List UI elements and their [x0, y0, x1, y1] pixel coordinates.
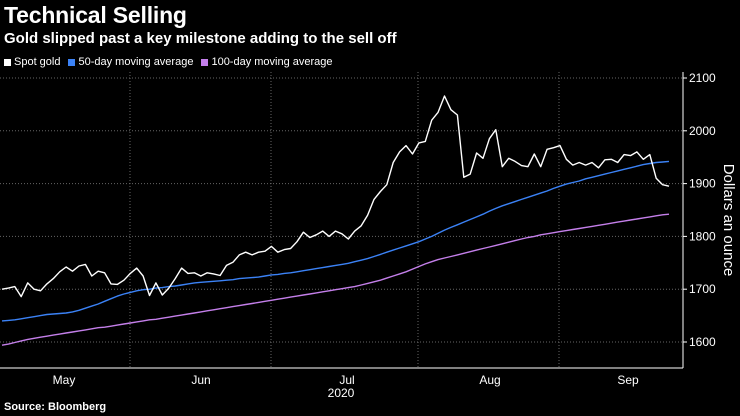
legend-item-100-day: 100-day moving average [201, 56, 333, 68]
legend-item-50-day: 50-day moving average [68, 56, 193, 68]
chart-subtitle: Gold slipped past a key milestone adding… [4, 30, 397, 47]
legend-item-spot-gold: Spot gold [4, 56, 60, 68]
chart-title: Technical Selling [4, 2, 187, 28]
legend-label-50-day: 50-day moving average [78, 56, 194, 68]
series-line-50-day-moving-average [1, 160, 670, 322]
y-tick-label: 2100 [689, 71, 716, 85]
x-tick-label: Sep [617, 373, 639, 387]
y-axis-ticks: 1600 1700 1800 1900 2000 2100 [683, 71, 716, 349]
series-line-spot-gold [1, 95, 670, 298]
legend-swatch-100-day [201, 58, 209, 66]
y-tick-label: 1600 [689, 335, 716, 349]
legend-swatch-50-day [68, 58, 76, 66]
y-axis-label: Dollars an ounce [720, 164, 737, 277]
y-tick-label: 1700 [689, 282, 716, 296]
y-tick-label: 1800 [689, 229, 716, 243]
x-tick-label: Jun [191, 373, 210, 387]
series-line-100-day-moving-average [1, 213, 670, 346]
x-tick-label: Jul [339, 373, 354, 387]
x-tick-label: Aug [479, 373, 500, 387]
legend: Spot gold 50-day moving average 100-day … [4, 56, 341, 68]
y-tick-label: 1900 [689, 177, 716, 191]
legend-label-100-day: 100-day moving average [211, 56, 333, 68]
grid-lines [0, 72, 683, 368]
source-note: Source: Bloomberg [4, 401, 107, 413]
series-lines [1, 95, 670, 346]
x-tick-label: May [53, 373, 76, 387]
x-axis-ticks: May Jun Jul Aug Sep [53, 373, 639, 387]
x-year-label: 2020 [328, 386, 355, 400]
legend-swatch-spot-gold [4, 58, 11, 66]
y-tick-label: 2000 [689, 124, 716, 138]
legend-label-spot-gold: Spot gold [14, 56, 61, 68]
